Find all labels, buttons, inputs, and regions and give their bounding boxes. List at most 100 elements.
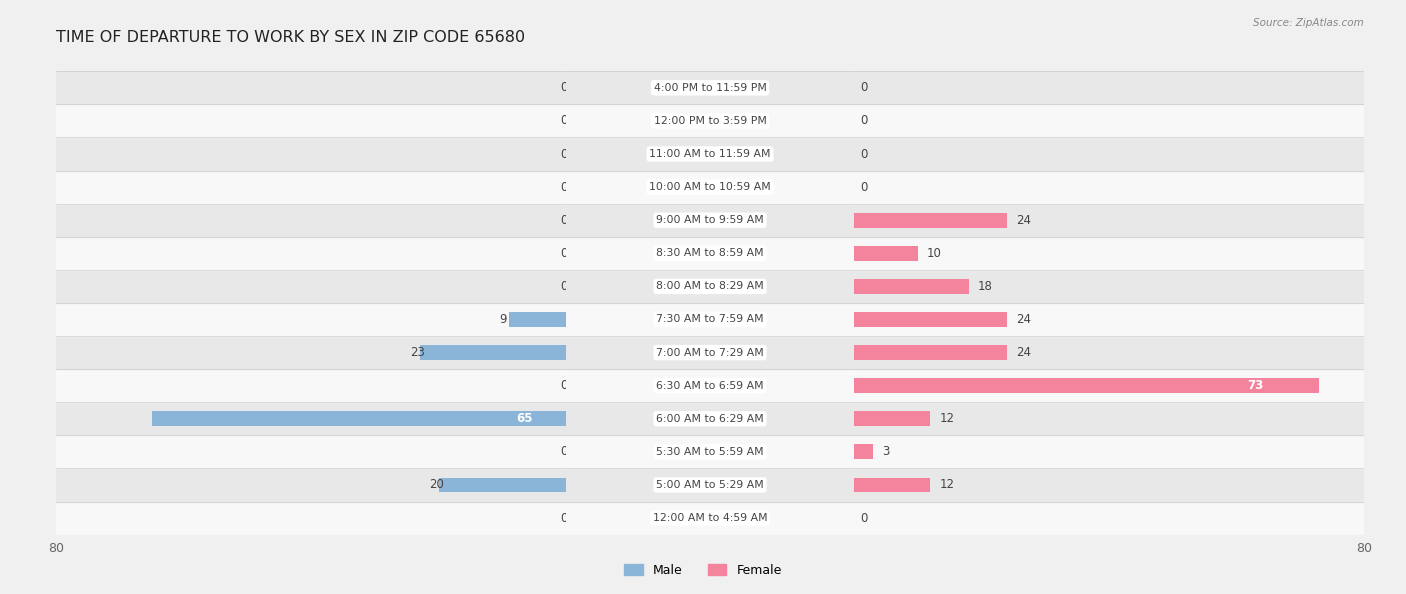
Text: 0: 0 <box>560 214 567 227</box>
Text: 0: 0 <box>560 81 567 94</box>
Bar <box>853 237 1364 270</box>
Bar <box>853 170 1364 204</box>
Bar <box>567 71 853 105</box>
Text: 6:00 AM to 6:29 AM: 6:00 AM to 6:29 AM <box>657 414 763 424</box>
Bar <box>567 435 853 469</box>
Text: 10: 10 <box>927 247 942 260</box>
Bar <box>853 312 1007 327</box>
Bar <box>853 501 1364 535</box>
Bar <box>853 444 873 459</box>
Text: 20: 20 <box>429 478 444 491</box>
Bar <box>567 105 853 137</box>
Bar <box>567 270 853 303</box>
Bar <box>567 204 853 237</box>
Text: 0: 0 <box>560 247 567 260</box>
Text: 0: 0 <box>860 81 868 94</box>
Text: Source: ZipAtlas.com: Source: ZipAtlas.com <box>1253 18 1364 28</box>
Text: 73: 73 <box>1247 379 1264 392</box>
Bar <box>56 435 567 469</box>
Bar <box>567 501 853 535</box>
Bar <box>853 213 1007 228</box>
Text: 5:00 AM to 5:29 AM: 5:00 AM to 5:29 AM <box>657 480 763 490</box>
Legend: Male, Female: Male, Female <box>619 559 787 582</box>
Bar <box>152 411 567 426</box>
Bar <box>853 246 918 261</box>
Text: 0: 0 <box>860 147 868 160</box>
Bar <box>853 435 1364 469</box>
Text: 0: 0 <box>560 379 567 392</box>
Bar <box>853 478 931 492</box>
Text: 24: 24 <box>1017 313 1032 326</box>
Text: 8:00 AM to 8:29 AM: 8:00 AM to 8:29 AM <box>657 282 763 292</box>
Bar <box>419 345 567 360</box>
Bar <box>56 137 567 170</box>
Bar <box>853 378 1319 393</box>
Text: 0: 0 <box>860 181 868 194</box>
Bar <box>853 137 1364 170</box>
Text: 10:00 AM to 10:59 AM: 10:00 AM to 10:59 AM <box>650 182 770 192</box>
Text: 12: 12 <box>941 412 955 425</box>
Text: 0: 0 <box>560 147 567 160</box>
Bar <box>56 303 567 336</box>
Bar <box>853 270 1364 303</box>
Text: 9: 9 <box>499 313 506 326</box>
Bar <box>853 336 1364 369</box>
Bar <box>567 237 853 270</box>
Bar <box>56 336 567 369</box>
Text: 0: 0 <box>560 446 567 459</box>
Text: 23: 23 <box>411 346 425 359</box>
Bar <box>56 469 567 501</box>
Text: 18: 18 <box>979 280 993 293</box>
Bar <box>56 170 567 204</box>
Text: 6:30 AM to 6:59 AM: 6:30 AM to 6:59 AM <box>657 381 763 391</box>
Bar <box>567 402 853 435</box>
Bar <box>853 279 969 294</box>
Bar <box>567 303 853 336</box>
Text: 12:00 PM to 3:59 PM: 12:00 PM to 3:59 PM <box>654 116 766 126</box>
Text: 0: 0 <box>560 511 567 525</box>
Bar <box>853 345 1007 360</box>
Text: 0: 0 <box>860 511 868 525</box>
Bar <box>853 71 1364 105</box>
Bar <box>56 369 567 402</box>
Text: 5:30 AM to 5:59 AM: 5:30 AM to 5:59 AM <box>657 447 763 457</box>
Bar <box>509 312 567 327</box>
Bar <box>853 369 1364 402</box>
Bar <box>439 478 567 492</box>
Text: 7:00 AM to 7:29 AM: 7:00 AM to 7:29 AM <box>657 347 763 358</box>
Text: 12: 12 <box>941 478 955 491</box>
Bar <box>56 270 567 303</box>
Bar <box>56 71 567 105</box>
Text: 9:00 AM to 9:59 AM: 9:00 AM to 9:59 AM <box>657 215 763 225</box>
Bar <box>567 469 853 501</box>
Bar <box>853 402 1364 435</box>
Bar <box>853 105 1364 137</box>
Bar <box>56 105 567 137</box>
Text: 0: 0 <box>860 115 868 128</box>
Bar <box>853 469 1364 501</box>
Text: 4:00 PM to 11:59 PM: 4:00 PM to 11:59 PM <box>654 83 766 93</box>
Text: TIME OF DEPARTURE TO WORK BY SEX IN ZIP CODE 65680: TIME OF DEPARTURE TO WORK BY SEX IN ZIP … <box>56 30 526 45</box>
Bar <box>567 369 853 402</box>
Bar <box>567 336 853 369</box>
Bar <box>56 237 567 270</box>
Bar <box>853 303 1364 336</box>
Bar <box>56 402 567 435</box>
Text: 24: 24 <box>1017 346 1032 359</box>
Text: 65: 65 <box>516 412 533 425</box>
Text: 0: 0 <box>560 115 567 128</box>
Text: 0: 0 <box>560 280 567 293</box>
Bar <box>853 204 1364 237</box>
Text: 24: 24 <box>1017 214 1032 227</box>
Text: 12:00 AM to 4:59 AM: 12:00 AM to 4:59 AM <box>652 513 768 523</box>
Text: 7:30 AM to 7:59 AM: 7:30 AM to 7:59 AM <box>657 314 763 324</box>
Text: 8:30 AM to 8:59 AM: 8:30 AM to 8:59 AM <box>657 248 763 258</box>
Bar <box>853 411 931 426</box>
Bar <box>56 204 567 237</box>
Text: 0: 0 <box>560 181 567 194</box>
Bar <box>56 501 567 535</box>
Bar <box>567 137 853 170</box>
Text: 11:00 AM to 11:59 AM: 11:00 AM to 11:59 AM <box>650 149 770 159</box>
Bar <box>567 170 853 204</box>
Text: 3: 3 <box>883 446 890 459</box>
